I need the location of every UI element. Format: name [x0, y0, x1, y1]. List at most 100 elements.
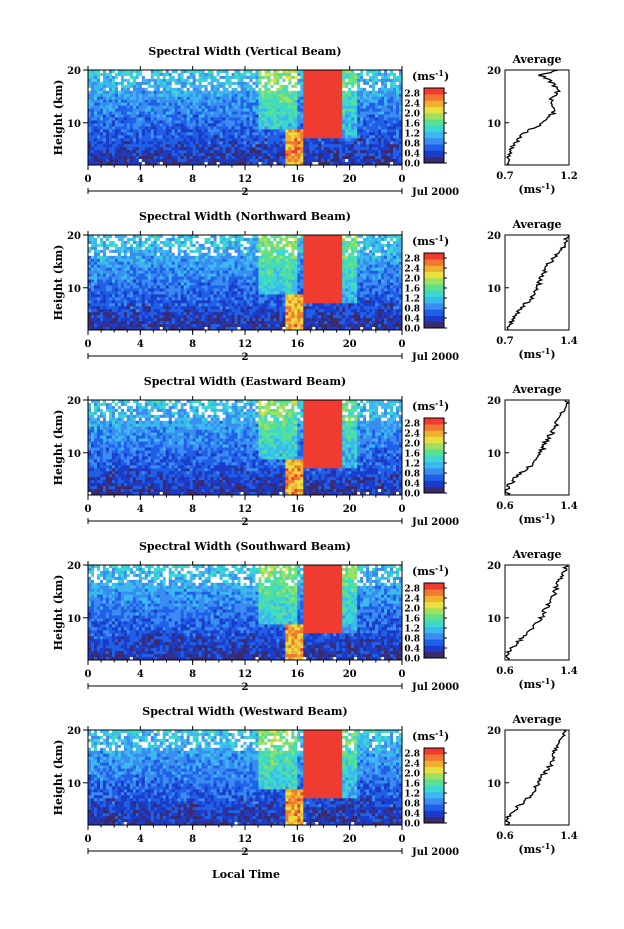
heatmap-cell	[384, 114, 388, 118]
heatmap-cell	[363, 84, 367, 89]
heatmap-cell	[237, 90, 241, 95]
heatmap-cell	[120, 138, 125, 142]
heatmap-cell	[195, 276, 200, 280]
heatmap-cell	[306, 75, 310, 80]
heatmap-cell	[375, 132, 379, 136]
heatmap-cell	[318, 153, 322, 157]
heatmap-cell	[396, 111, 400, 115]
heatmap-cell	[336, 108, 340, 112]
heatmap-cell	[204, 273, 209, 277]
heatmap-cell	[294, 123, 298, 127]
heatmap-cell	[165, 150, 170, 154]
heatmap-cell	[381, 153, 385, 157]
heatmap-cell	[312, 111, 316, 115]
heatmap-cell	[213, 156, 217, 160]
heatmap-cell	[294, 126, 298, 130]
heatmap-cell	[174, 291, 179, 295]
heatmap-cell	[180, 321, 185, 325]
heatmap-cell	[117, 99, 122, 104]
heatmap-cell	[318, 123, 322, 127]
heatmap-cell	[105, 147, 110, 151]
heatmap-cell	[357, 117, 361, 121]
heatmap-cell	[327, 162, 331, 166]
heatmap-cell	[126, 78, 131, 83]
heatmap-cell	[294, 147, 298, 151]
heatmap-cell	[177, 309, 182, 313]
heatmap-cell	[267, 93, 271, 98]
heatmap-cell	[171, 288, 176, 292]
heatmap-cell	[366, 147, 370, 151]
heatmap-cell	[88, 327, 92, 331]
heatmap-cell	[117, 153, 122, 157]
heatmap-cell	[105, 258, 110, 263]
heatmap-cell	[96, 126, 101, 130]
heatmap-cell	[225, 138, 229, 142]
heatmap-cell	[117, 303, 122, 307]
heatmap-cell	[123, 132, 128, 136]
heatmap-cell	[231, 150, 235, 154]
heatmap-cell	[204, 132, 209, 136]
heatmap-cell	[207, 318, 212, 322]
heatmap-cell	[375, 138, 379, 142]
heatmap-cell	[138, 315, 143, 319]
heatmap-cell	[174, 96, 179, 101]
heatmap-cell	[174, 81, 179, 86]
heatmap-cell	[153, 258, 158, 263]
heatmap-cell	[378, 78, 382, 83]
heatmap-cell	[183, 120, 188, 124]
heatmap-cell	[147, 138, 152, 142]
heatmap-cell	[216, 72, 220, 77]
heatmap-cell	[309, 96, 313, 101]
heatmap-cell	[180, 306, 185, 310]
heatmap-cell	[312, 162, 316, 166]
heatmap-cell	[354, 147, 358, 151]
heatmap-cell	[108, 72, 113, 77]
heatmap-cell	[96, 237, 101, 242]
heatmap-cell	[102, 312, 107, 316]
heatmap-cell	[207, 117, 212, 121]
heatmap-cell	[150, 237, 155, 242]
heatmap-cell	[123, 294, 128, 298]
heatmap-cell	[360, 90, 364, 95]
heatmap-cell	[369, 70, 373, 74]
heatmap-cell	[363, 135, 367, 139]
heatmap-cell	[363, 156, 367, 160]
heatmap-cell	[138, 303, 143, 307]
heatmap-cell	[207, 237, 212, 242]
heatmap-cell	[210, 96, 214, 101]
heatmap-cell	[228, 282, 232, 286]
heatmap-cell	[267, 141, 271, 145]
heatmap-cell	[387, 147, 391, 151]
heatmap-cell	[177, 246, 182, 251]
heatmap-cell	[273, 162, 277, 166]
heatmap-cell	[132, 264, 137, 269]
heatmap-cell	[210, 294, 214, 298]
heatmap-cell	[234, 96, 238, 101]
heatmap-cell	[339, 159, 343, 163]
heatmap-cell	[120, 156, 125, 160]
heatmap-cell	[198, 156, 203, 160]
heatmap-cell	[333, 150, 337, 154]
heatmap-cell	[276, 156, 280, 160]
heatmap-cell	[222, 159, 226, 163]
heatmap-cell	[375, 111, 379, 115]
heatmap-cell	[198, 150, 203, 154]
heatmap-cell	[186, 156, 191, 160]
heatmap-cell	[162, 315, 167, 319]
heatmap-cell	[135, 273, 140, 277]
heatmap-cell	[261, 120, 265, 124]
heatmap-cell	[333, 70, 337, 74]
heatmap-cell	[210, 273, 214, 277]
heatmap-cell	[231, 129, 235, 133]
heatmap-cell	[88, 315, 92, 319]
heatmap-cell	[108, 303, 113, 307]
heatmap-cell	[204, 300, 209, 304]
heatmap-cell	[153, 135, 158, 139]
heatmap-cell	[216, 114, 220, 118]
heatmap-cell	[378, 108, 382, 112]
heatmap-cell	[303, 147, 307, 151]
heatmap-cell	[327, 105, 331, 109]
heatmap-cell	[273, 108, 277, 112]
heatmap-cell	[231, 90, 235, 95]
heatmap-cell	[162, 318, 167, 322]
